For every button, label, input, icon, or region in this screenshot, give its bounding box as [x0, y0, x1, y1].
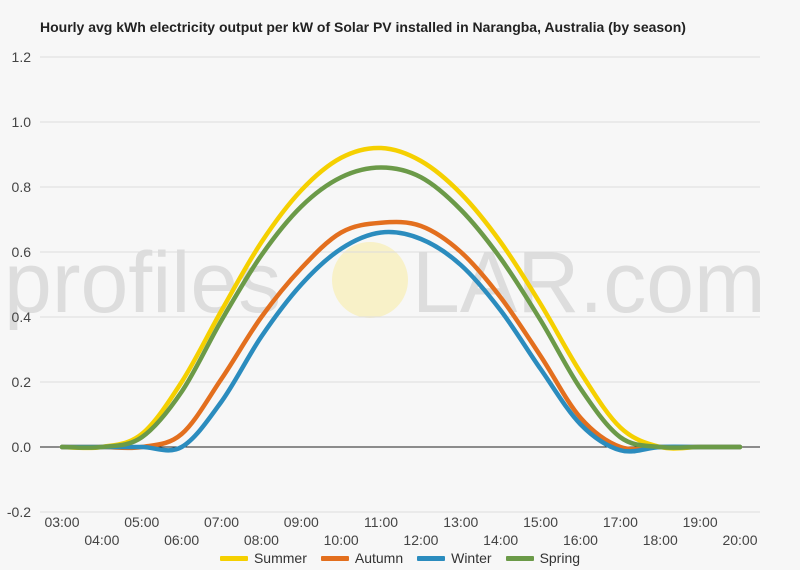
legend-label: Spring — [539, 550, 581, 566]
series-line-spring — [59, 165, 743, 450]
chart-legend: Summer Autumn Winter Spring — [0, 550, 800, 566]
legend-label: Autumn — [354, 550, 404, 566]
x-tick-label: 20:00 — [722, 532, 757, 548]
legend-item-winter: Winter — [417, 550, 492, 566]
legend-label: Winter — [451, 550, 492, 566]
x-tick-label: 13:00 — [443, 514, 478, 530]
y-tick-label: 0.2 — [12, 374, 32, 390]
x-tick-label: 08:00 — [244, 532, 279, 548]
y-axis: -0.2 0.0 0.2 0.4 0.6 0.8 1.0 1.2 — [7, 49, 31, 520]
x-tick-label: 05:00 — [124, 514, 159, 530]
series-line-summer — [59, 145, 743, 451]
x-axis: 03:00 05:00 07:00 09:00 11:00 13:00 15:00 17:00… — [44, 514, 757, 548]
y-tick-label: 0.0 — [12, 439, 32, 455]
series-line-autumn — [59, 219, 743, 452]
series-lines — [59, 145, 743, 454]
x-tick-label: 04:00 — [84, 532, 119, 548]
legend-swatch — [505, 555, 534, 561]
x-tick-label: 17:00 — [603, 514, 638, 530]
x-tick-label: 06:00 — [164, 532, 199, 548]
x-tick-label: 15:00 — [523, 514, 558, 530]
x-tick-label: 07:00 — [204, 514, 239, 530]
legend-swatch — [320, 555, 349, 561]
legend-label: Summer — [253, 550, 307, 566]
x-tick-label: 18:00 — [643, 532, 678, 548]
x-tick-label: 09:00 — [284, 514, 319, 530]
x-tick-label: 11:00 — [364, 514, 398, 530]
y-tick-label: 1.2 — [12, 49, 32, 65]
legend-item-spring: Spring — [505, 550, 581, 566]
x-tick-label: 12:00 — [403, 532, 438, 548]
x-tick-label: 10:00 — [324, 532, 359, 548]
chart-title: Hourly avg kWh electricity output per kW… — [40, 19, 686, 35]
y-tick-label: 0.8 — [12, 179, 32, 195]
y-tick-label: 0.4 — [12, 309, 32, 325]
x-tick-label: 14:00 — [483, 532, 518, 548]
y-tick-label: -0.2 — [7, 504, 31, 520]
legend-swatch — [219, 555, 248, 561]
legend-swatch — [417, 555, 446, 561]
x-tick-label: 03:00 — [44, 514, 79, 530]
y-tick-label: 1.0 — [12, 114, 32, 130]
series-line-winter — [59, 229, 743, 454]
x-tick-label: 19:00 — [683, 514, 718, 530]
y-tick-label: 0.6 — [12, 244, 32, 260]
legend-item-summer: Summer — [219, 550, 307, 566]
legend-item-autumn: Autumn — [320, 550, 404, 566]
x-tick-label: 16:00 — [563, 532, 598, 548]
